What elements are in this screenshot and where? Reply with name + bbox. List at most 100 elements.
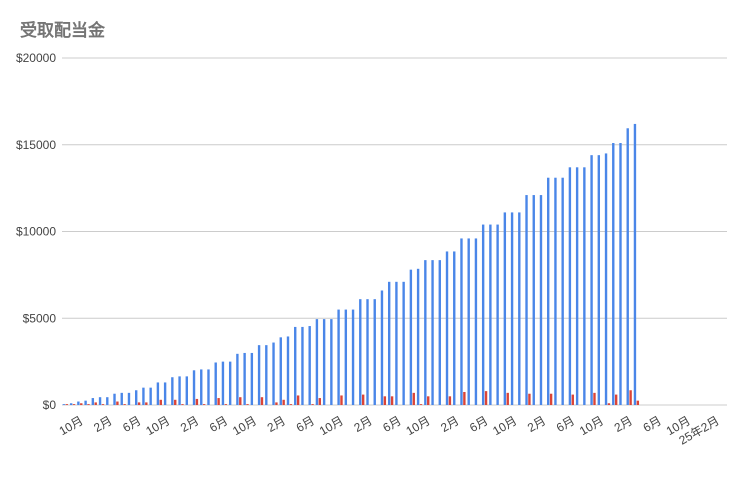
bar	[181, 404, 184, 405]
bar	[424, 260, 427, 405]
x-tick-label: 10月	[490, 413, 519, 438]
bar	[123, 404, 126, 405]
x-tick-label: 2月	[438, 413, 461, 434]
bar	[62, 404, 66, 405]
bar	[265, 345, 268, 405]
bar	[120, 392, 123, 405]
bar	[431, 260, 434, 405]
bar	[373, 299, 376, 405]
bar	[409, 269, 413, 405]
bar	[228, 361, 232, 405]
bar	[243, 352, 246, 405]
bar	[224, 404, 228, 405]
bar	[301, 326, 304, 405]
y-tick-label: $15000	[16, 138, 56, 152]
bar	[116, 401, 119, 405]
bar	[91, 398, 95, 405]
bar	[178, 376, 181, 405]
bar	[561, 177, 564, 405]
bar	[593, 392, 596, 405]
bar	[202, 404, 206, 405]
x-tick-label: 2月	[91, 413, 114, 434]
bar	[217, 398, 220, 405]
bar	[503, 212, 507, 405]
bar	[528, 393, 531, 405]
bar	[416, 268, 420, 405]
bar	[195, 398, 199, 405]
bar	[286, 336, 290, 405]
x-tick-label: 6月	[207, 413, 230, 434]
bar	[539, 195, 543, 405]
x-tick-label: 2月	[612, 413, 635, 434]
bar	[549, 393, 553, 405]
bar	[633, 123, 637, 406]
bar	[337, 309, 340, 405]
bar	[185, 376, 188, 405]
bar	[72, 404, 76, 405]
bar	[296, 395, 300, 405]
bar	[626, 128, 629, 405]
bar	[525, 195, 528, 405]
bar	[614, 394, 618, 405]
bar	[380, 290, 384, 405]
bar	[98, 397, 102, 405]
x-tick-label: 10月	[57, 413, 86, 438]
bar	[383, 396, 387, 405]
bar	[607, 403, 611, 405]
bar	[236, 353, 239, 405]
bar	[506, 392, 509, 405]
x-tick-label: 2月	[265, 413, 288, 434]
bar	[142, 387, 145, 405]
bar	[279, 337, 282, 405]
bar	[619, 143, 622, 405]
bar	[272, 342, 275, 405]
bar	[294, 326, 297, 405]
bar	[137, 402, 141, 405]
bar	[390, 396, 394, 405]
bar	[246, 404, 249, 405]
bar	[250, 352, 254, 405]
bar	[308, 326, 311, 405]
x-tick-label: 6月	[641, 413, 664, 434]
bar	[113, 393, 116, 405]
y-tick-label: $0	[43, 398, 57, 412]
bar	[163, 382, 167, 405]
bar	[604, 153, 608, 405]
bar	[84, 400, 87, 405]
bar	[214, 362, 217, 405]
bar	[438, 260, 441, 405]
bar	[282, 399, 285, 405]
bar	[145, 402, 148, 405]
bar	[159, 399, 162, 405]
bar	[387, 281, 391, 405]
bar	[402, 281, 405, 405]
bar	[629, 390, 632, 405]
bar	[340, 395, 343, 405]
bar	[467, 238, 470, 405]
bar	[87, 404, 90, 405]
bar	[200, 369, 203, 405]
bar	[344, 309, 348, 405]
bar	[453, 251, 456, 405]
bar	[156, 382, 160, 405]
bar	[127, 392, 131, 405]
bar	[427, 396, 430, 405]
bar	[612, 143, 615, 405]
bar	[101, 404, 105, 405]
bar	[448, 396, 452, 405]
bar	[474, 238, 478, 405]
x-tick-label: 6月	[554, 413, 577, 434]
bar	[351, 309, 355, 405]
bar	[484, 391, 488, 405]
bar	[135, 390, 138, 405]
bar	[65, 404, 69, 405]
bar	[496, 224, 499, 405]
bar	[77, 401, 80, 405]
bar	[315, 319, 319, 405]
x-tick-label: 6月	[467, 413, 490, 434]
y-tick-label: $20000	[16, 51, 56, 65]
bar	[575, 167, 579, 405]
y-tick-label: $10000	[16, 225, 56, 239]
x-tick-label: 10月	[230, 413, 259, 438]
bar	[311, 404, 314, 405]
